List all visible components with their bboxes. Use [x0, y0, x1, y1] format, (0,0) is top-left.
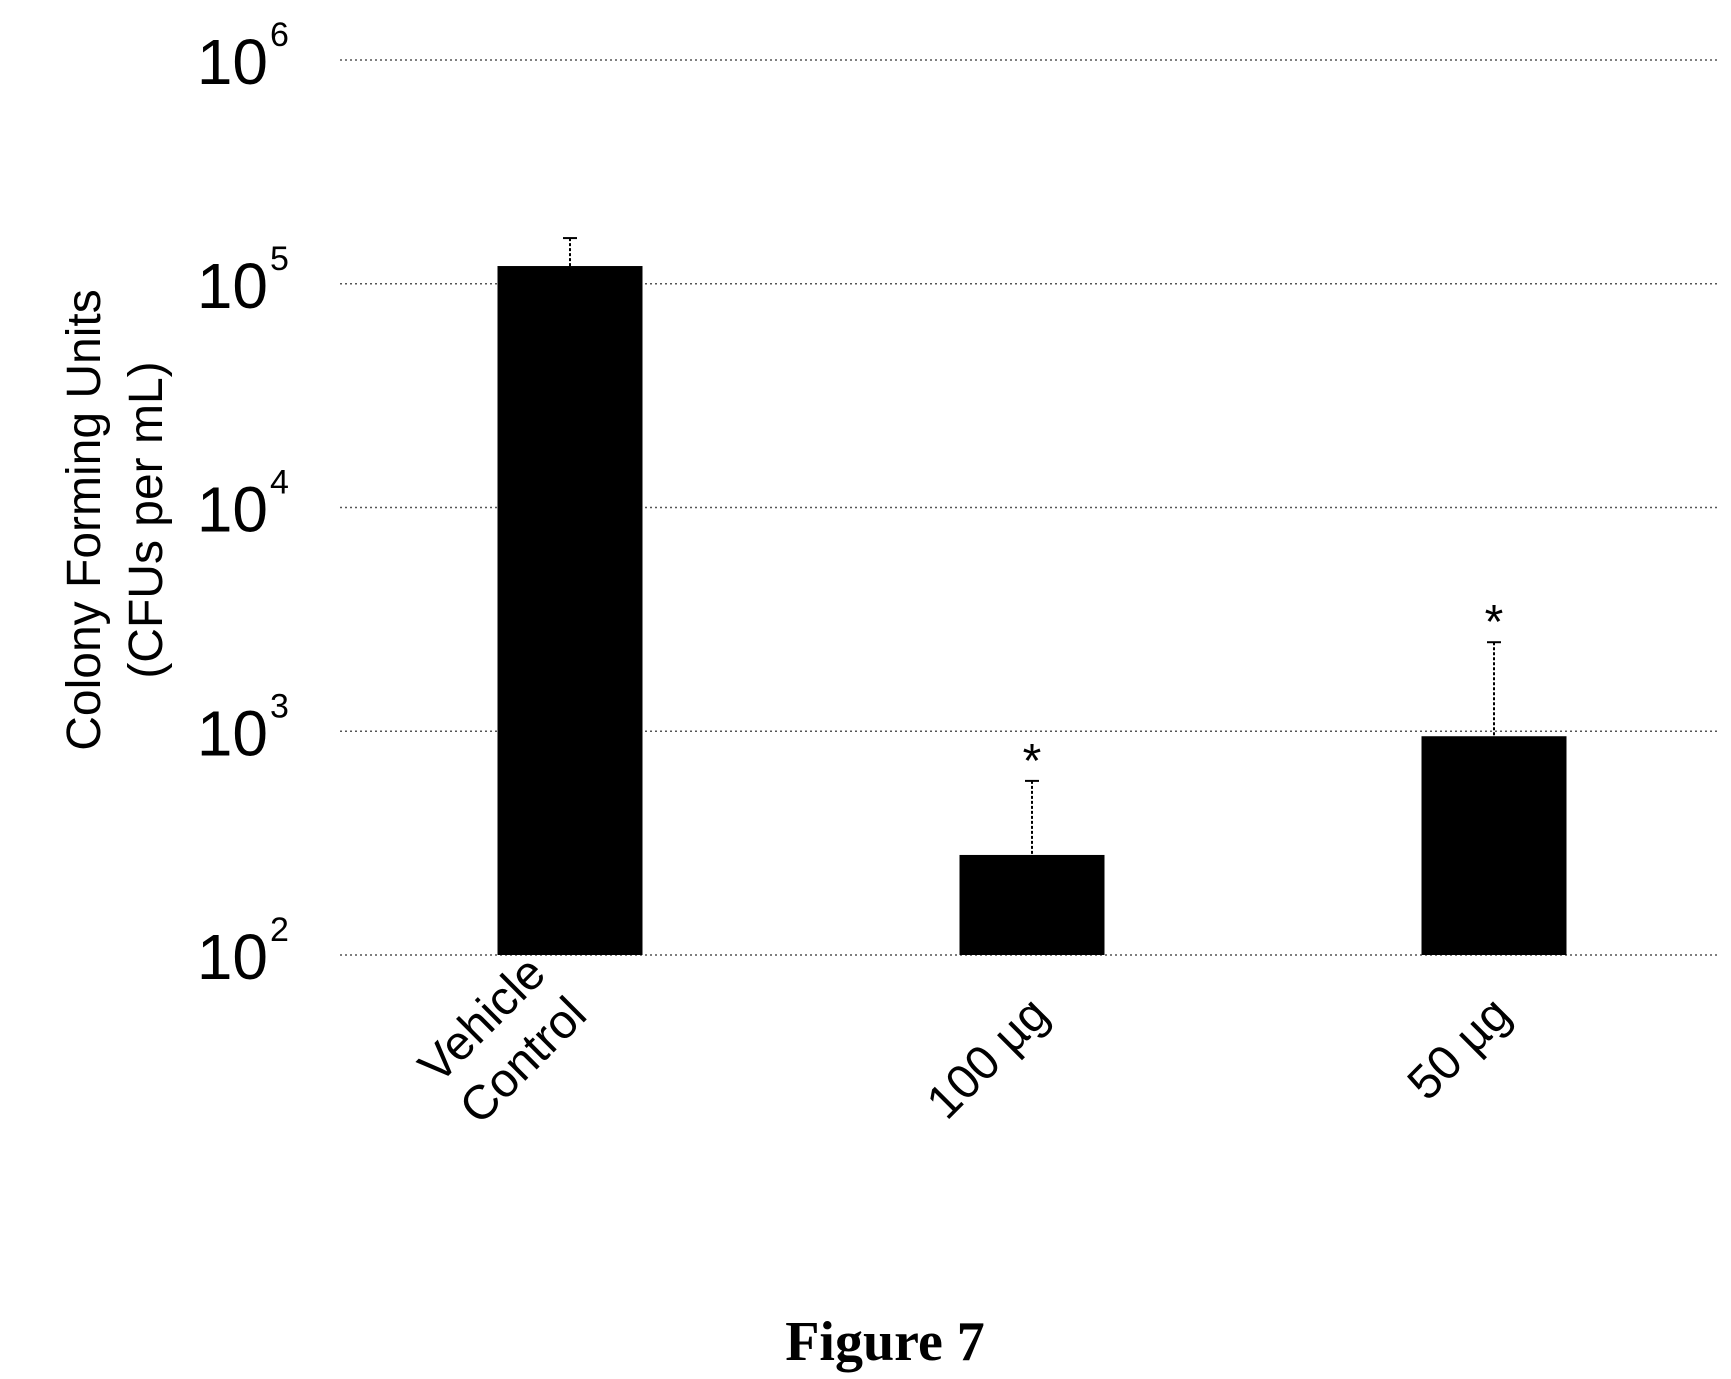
y-axis-label-line: (CFUs per mL)	[120, 361, 173, 678]
y-tick-exponent: 4	[270, 464, 289, 502]
x-tick-label: 100 µg	[917, 987, 1059, 1129]
bar	[497, 266, 643, 955]
figure-caption: Figure 7	[785, 1311, 985, 1373]
y-axis-label-group: Colony Forming Units (CFUs per mL)	[58, 289, 173, 750]
y-tick-exponent: 3	[270, 687, 289, 725]
significance-marker: *	[1485, 596, 1504, 649]
x-tick-label: 50 µg	[1398, 987, 1521, 1110]
bars	[497, 266, 1567, 955]
error-bars: **	[563, 237, 1504, 855]
x-tick-label-line: 100 µg	[917, 987, 1059, 1129]
y-tick-exponent: 5	[270, 240, 289, 278]
y-tick-label: 10	[197, 697, 268, 769]
y-tick-label: 10	[197, 250, 268, 322]
y-tick-label: 10	[197, 921, 268, 993]
y-tick-label: 10	[197, 26, 268, 98]
y-tick-exponent: 2	[270, 911, 289, 949]
significance-marker: *	[1023, 735, 1042, 788]
bar	[1421, 736, 1567, 955]
bar	[959, 854, 1105, 955]
y-axis-label-line: Colony Forming Units	[58, 289, 111, 750]
y-tick-exponent: 6	[270, 16, 289, 54]
y-tick-label: 10	[197, 474, 268, 546]
x-tick-label-line: 50 µg	[1398, 987, 1521, 1110]
